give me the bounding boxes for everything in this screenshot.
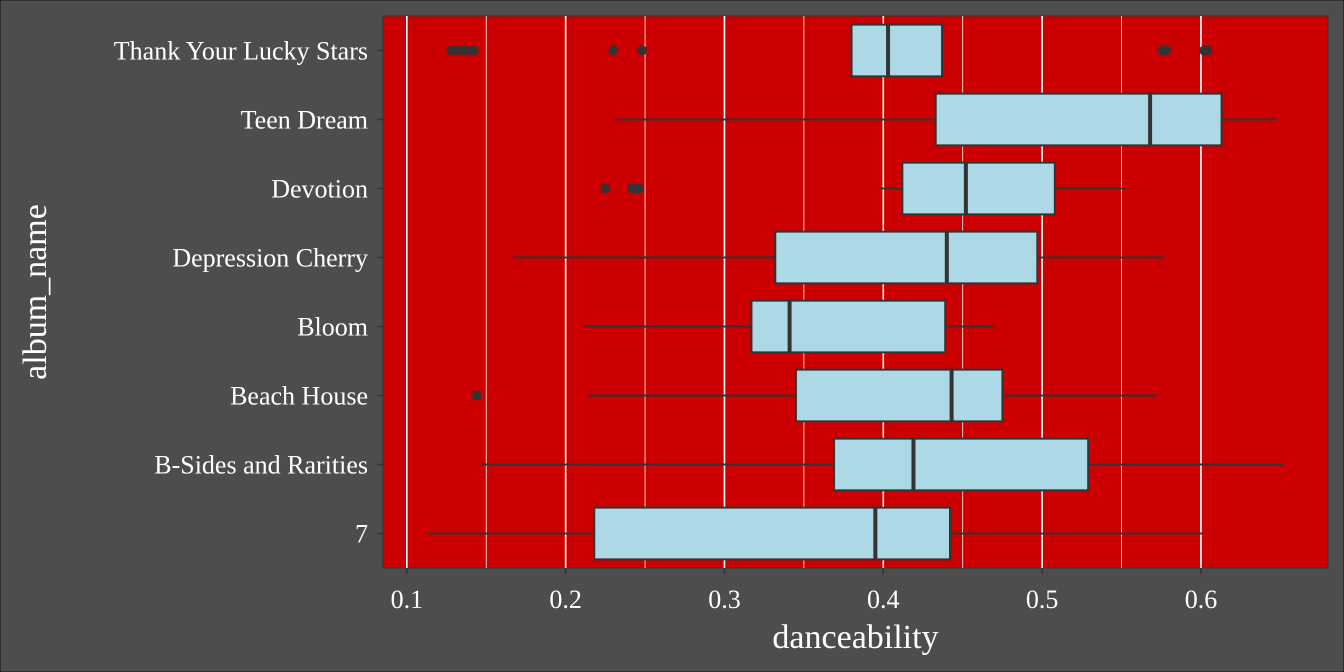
box-b-sides-and-rarities <box>481 437 1284 492</box>
box-series <box>427 23 1284 561</box>
outlier-point <box>600 183 611 194</box>
y-tick-label: Depression Cherry <box>172 244 368 273</box>
box-iqr <box>794 368 1004 423</box>
outlier-point <box>446 45 457 56</box>
outlier-point <box>1161 45 1171 56</box>
x-tick-labels: 0.1 0.2 0.3 0.4 0.5 0.6 <box>391 568 1218 614</box>
box-iqr <box>750 299 947 354</box>
box-beach-house <box>471 368 1159 423</box>
outlier-point <box>633 183 644 194</box>
outlier-point <box>1202 45 1213 56</box>
box-thank-your-lucky-stars <box>446 23 1213 78</box>
y-tick-label: B-Sides and Rarities <box>154 451 368 480</box>
box-iqr <box>774 230 1039 285</box>
outlier-point <box>608 45 619 56</box>
box-devotion <box>600 161 1127 216</box>
y-tick-label: Bloom <box>297 313 368 342</box>
y-axis-title: album_name <box>17 204 54 380</box>
x-tick-label: 0.2 <box>549 585 582 614</box>
outlier-point <box>636 45 647 56</box>
box-iqr <box>901 161 1056 216</box>
y-tick-label: Thank Your Lucky Stars <box>114 37 368 66</box>
box-bloom <box>584 299 995 354</box>
x-tick-label: 0.3 <box>708 585 741 614</box>
y-tick-label: Teen Dream <box>241 106 368 135</box>
box-iqr <box>593 506 951 561</box>
x-tick-label: 0.6 <box>1185 585 1218 614</box>
outlier-point <box>460 45 471 56</box>
x-tick-label: 0.4 <box>867 585 900 614</box>
x-tick-label: 0.5 <box>1026 585 1059 614</box>
box-teen-dream <box>616 92 1278 147</box>
outlier-point <box>471 390 482 401</box>
x-axis-title: danceability <box>772 619 938 656</box>
y-tick-label: Beach House <box>230 382 368 411</box>
box-7 <box>427 506 1203 561</box>
box-iqr <box>850 23 944 78</box>
box-iqr <box>833 437 1090 492</box>
x-tick-label: 0.1 <box>391 585 424 614</box>
outlier-point <box>468 45 479 56</box>
box-depression-cherry <box>513 230 1165 285</box>
y-tick-label: Devotion <box>271 175 368 204</box>
box-iqr <box>934 92 1223 147</box>
y-tick-labels: Thank Your Lucky Stars Teen Dream Devotion… <box>114 37 383 549</box>
y-tick-label: 7 <box>355 520 368 549</box>
